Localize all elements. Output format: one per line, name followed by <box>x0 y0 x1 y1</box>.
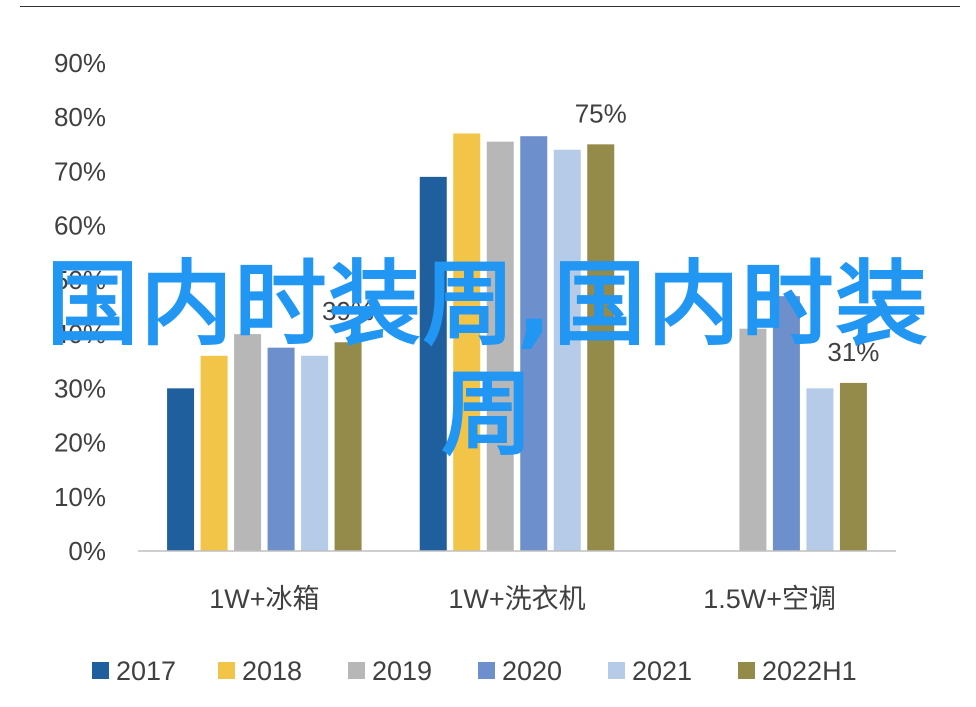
legend-label: 2019 <box>372 656 432 686</box>
legend-swatch <box>92 662 109 679</box>
bar <box>453 133 481 551</box>
bar <box>301 355 329 551</box>
bar <box>739 328 767 551</box>
bar <box>520 136 548 551</box>
legend-label: 2018 <box>242 656 302 686</box>
bar <box>553 149 581 551</box>
legend-label: 2017 <box>116 656 176 686</box>
bar <box>806 388 834 551</box>
y-tick-label: 10% <box>54 482 106 512</box>
top-rule <box>20 6 960 7</box>
data-label: 31% <box>827 337 879 367</box>
y-tick-label: 90% <box>54 48 106 78</box>
y-tick-label: 80% <box>54 102 106 132</box>
bar <box>167 388 195 551</box>
bar <box>839 382 867 551</box>
x-tick-label: 1.5W+空调 <box>703 584 836 614</box>
legend-swatch <box>348 662 365 679</box>
bar <box>200 355 228 551</box>
legend-swatch <box>218 662 235 679</box>
y-tick-label: 70% <box>54 156 106 186</box>
y-tick-label: 60% <box>54 211 106 241</box>
legend-swatch <box>608 662 625 679</box>
legend-swatch <box>478 662 495 679</box>
legend-label: 2021 <box>632 656 692 686</box>
bar <box>234 334 262 551</box>
y-tick-label: 50% <box>54 265 106 295</box>
y-tick-label: 40% <box>54 319 106 349</box>
bar <box>419 176 447 551</box>
x-tick-label: 1W+冰箱 <box>209 584 319 614</box>
data-label: 75% <box>575 98 627 128</box>
y-tick-label: 0% <box>68 536 106 566</box>
y-tick-label: 30% <box>54 373 106 403</box>
legend-label: 2020 <box>502 656 562 686</box>
bar <box>486 141 514 551</box>
bar <box>267 347 295 551</box>
bar <box>772 296 800 551</box>
legend-label: 2022H1 <box>762 656 857 686</box>
x-tick-label: 1W+洗衣机 <box>448 584 585 614</box>
y-tick-label: 20% <box>54 428 106 458</box>
bar <box>587 144 615 552</box>
bar <box>334 342 362 551</box>
legend-swatch <box>738 662 755 679</box>
data-label: 39% <box>322 296 374 326</box>
